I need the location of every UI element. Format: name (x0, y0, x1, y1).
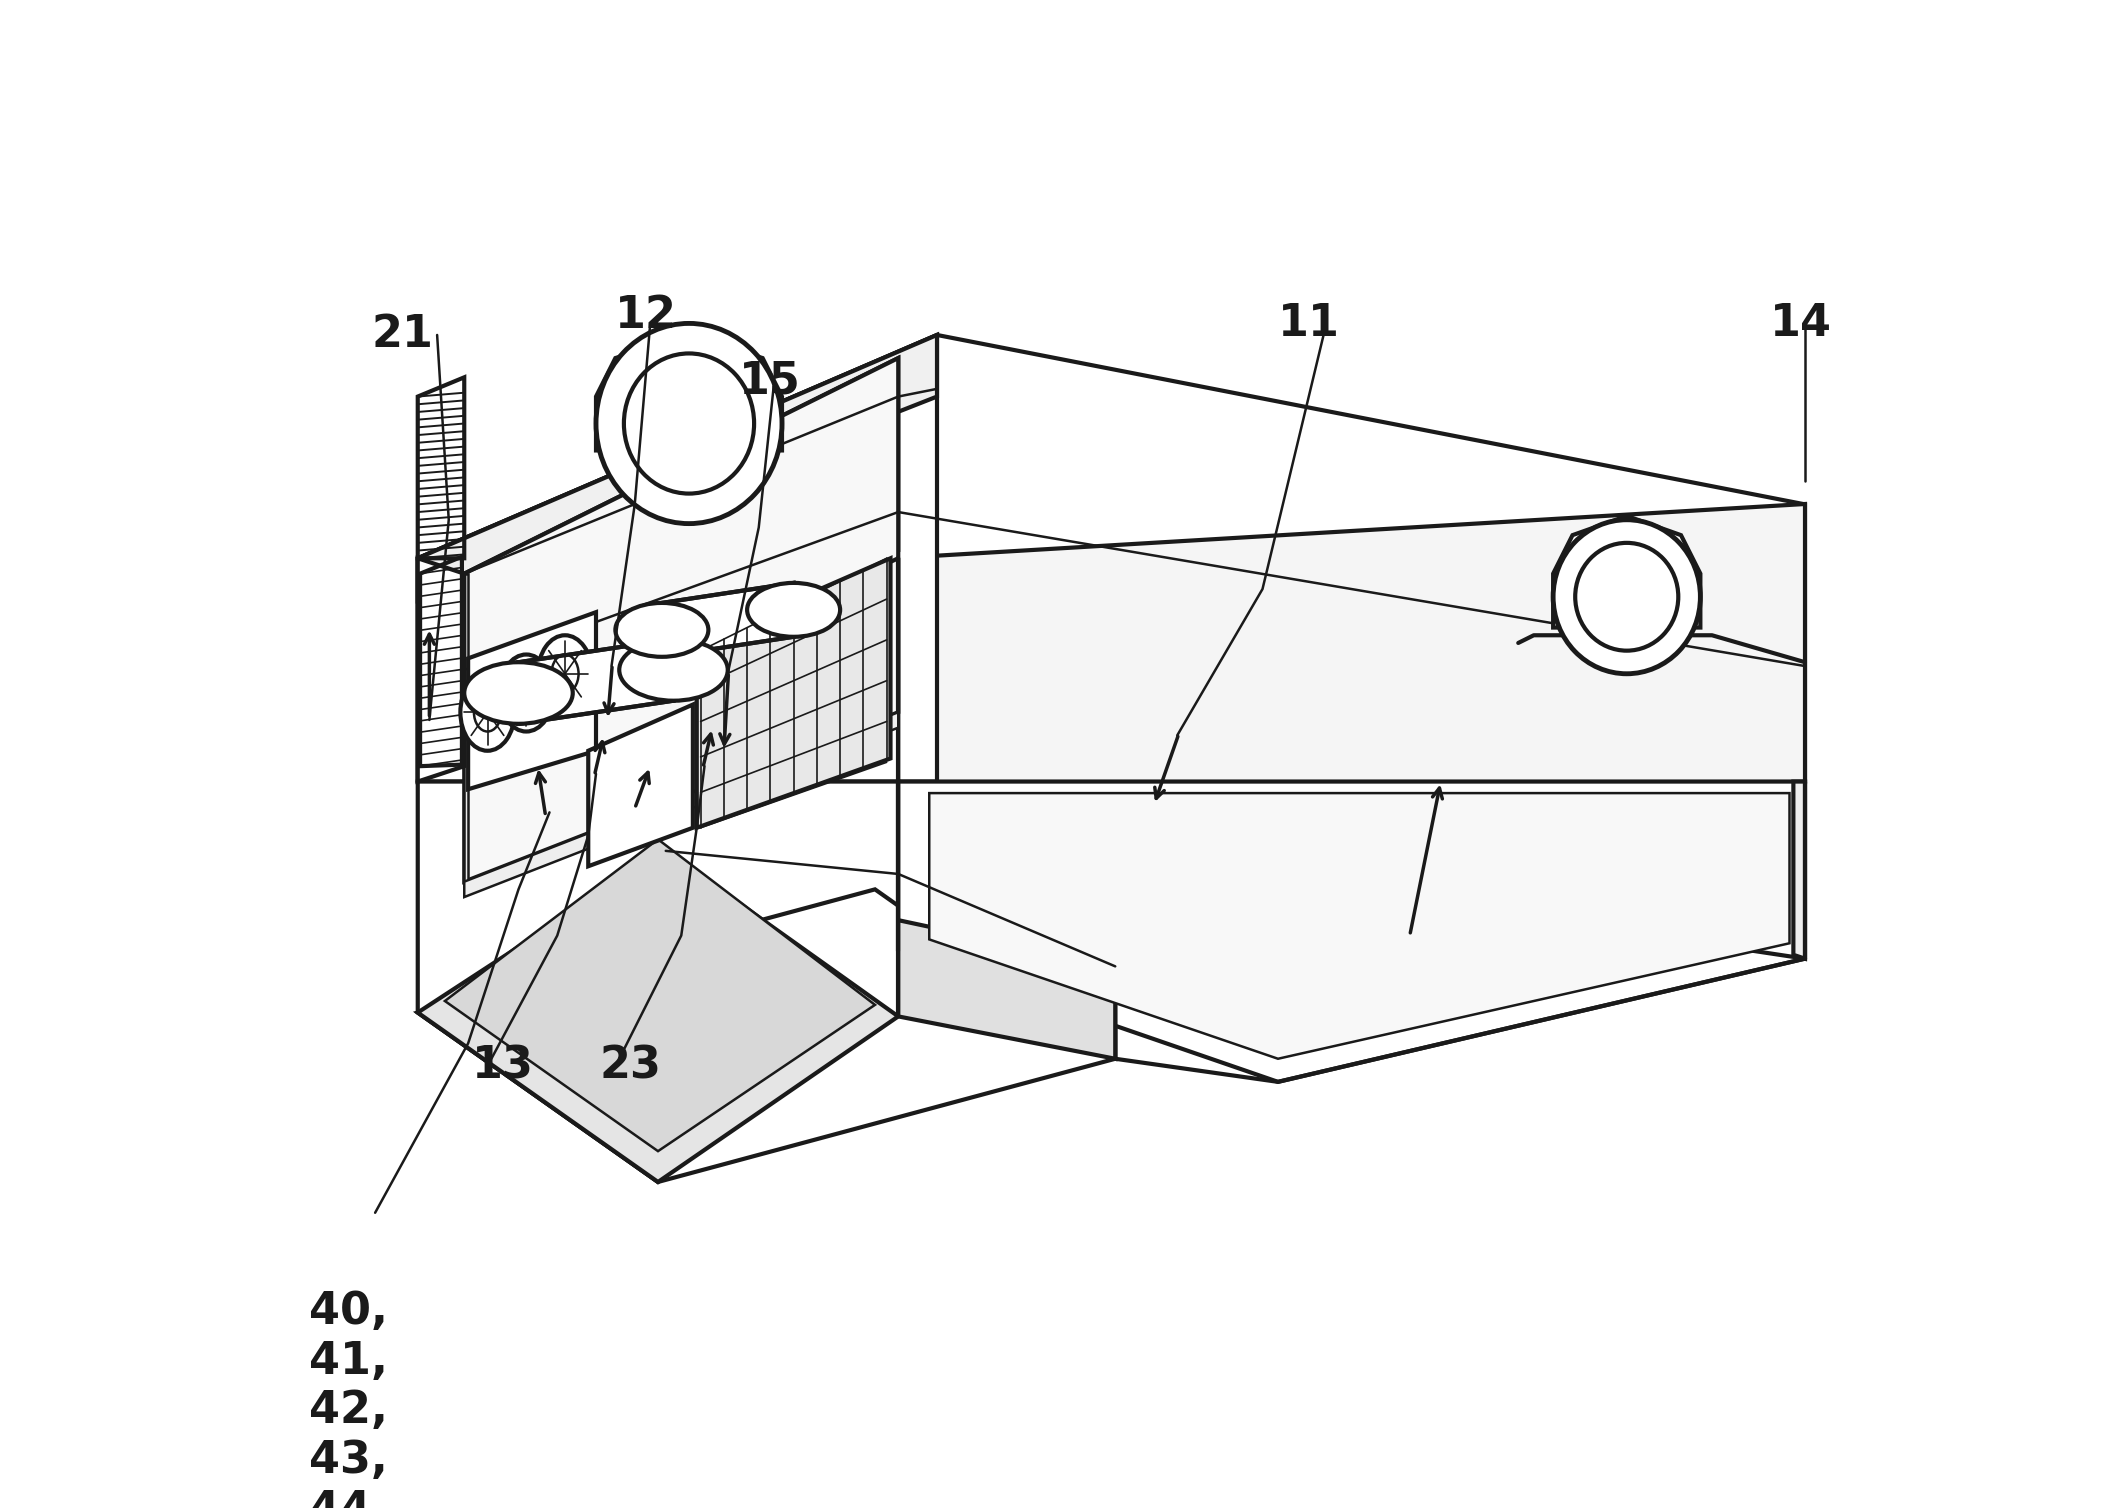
Text: 14: 14 (1770, 302, 1833, 345)
Ellipse shape (465, 662, 572, 724)
Polygon shape (465, 712, 898, 897)
Polygon shape (519, 639, 673, 724)
Polygon shape (662, 584, 795, 657)
Polygon shape (465, 573, 469, 882)
Text: 40,
41,
42,
43,
44: 40, 41, 42, 43, 44 (309, 1289, 389, 1508)
Polygon shape (589, 704, 694, 866)
Polygon shape (418, 781, 898, 1182)
Ellipse shape (498, 654, 553, 731)
Polygon shape (469, 612, 597, 789)
Polygon shape (898, 781, 1116, 1059)
Ellipse shape (538, 635, 593, 712)
Text: 13: 13 (473, 1045, 534, 1087)
Text: 23: 23 (599, 1045, 662, 1087)
Polygon shape (597, 335, 782, 451)
Text: 21: 21 (372, 314, 433, 356)
Polygon shape (465, 357, 898, 766)
Ellipse shape (513, 674, 540, 712)
Text: 15: 15 (740, 360, 801, 403)
Ellipse shape (746, 584, 841, 636)
Polygon shape (418, 335, 1806, 959)
Polygon shape (898, 504, 1806, 781)
Ellipse shape (473, 694, 500, 731)
Polygon shape (1793, 781, 1806, 959)
Polygon shape (418, 851, 898, 1182)
Polygon shape (418, 335, 937, 781)
Ellipse shape (460, 674, 515, 751)
Polygon shape (1553, 516, 1701, 627)
Polygon shape (446, 840, 874, 1151)
Ellipse shape (624, 353, 755, 493)
Ellipse shape (551, 654, 578, 694)
Ellipse shape (616, 603, 708, 657)
Ellipse shape (1553, 520, 1701, 674)
Polygon shape (418, 335, 937, 600)
Polygon shape (696, 558, 891, 828)
Polygon shape (898, 920, 1116, 1059)
Ellipse shape (1574, 543, 1677, 650)
Polygon shape (465, 357, 898, 882)
Polygon shape (418, 558, 465, 781)
Polygon shape (929, 793, 1789, 1059)
Text: 11: 11 (1278, 302, 1339, 345)
Ellipse shape (597, 323, 782, 523)
Polygon shape (418, 890, 1116, 1182)
Ellipse shape (620, 639, 727, 701)
Polygon shape (898, 781, 1806, 1081)
Text: 12: 12 (616, 294, 677, 338)
